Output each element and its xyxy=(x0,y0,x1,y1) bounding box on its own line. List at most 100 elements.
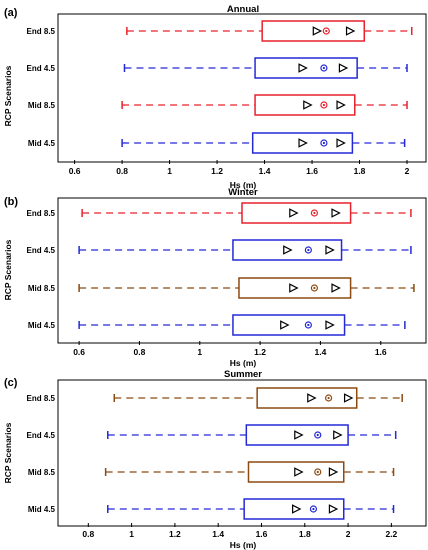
x-tick-label: 1.6 xyxy=(256,529,268,539)
x-tick-label: 1.6 xyxy=(375,347,387,357)
plot-area xyxy=(57,13,427,163)
box-mid-8-5 xyxy=(104,461,395,483)
lower-marker xyxy=(312,26,323,36)
lower-marker xyxy=(283,245,293,255)
box-end-8-5 xyxy=(126,20,413,42)
panel-title: Summer xyxy=(224,369,262,380)
category-label: End 4.5 xyxy=(27,431,56,440)
x-tick-label: 0.8 xyxy=(82,529,94,539)
lower-marker xyxy=(289,283,299,293)
upper-marker xyxy=(333,430,343,440)
median-marker xyxy=(320,139,328,147)
median-dot xyxy=(316,470,319,474)
box-mid-4-5 xyxy=(78,314,406,336)
x-tick-label: 1.8 xyxy=(354,166,366,176)
panel-label: (a) xyxy=(4,7,18,19)
lower-marker xyxy=(292,504,302,514)
x-tick-label: 1.6 xyxy=(306,166,318,176)
median-dot xyxy=(313,211,316,215)
median-marker xyxy=(304,246,312,254)
box-mid-4-5 xyxy=(107,498,395,520)
panel-winter: (b) Winter End 8.5 End 4.5 Mid 8.5 Mid 4… xyxy=(3,187,427,368)
panel-label: (b) xyxy=(4,196,18,208)
x-tick-label: 0.6 xyxy=(69,166,81,176)
x-tick-label: 2 xyxy=(405,166,410,176)
lower-marker xyxy=(307,393,317,403)
panel-title: Annual xyxy=(227,4,259,15)
median-marker xyxy=(309,505,318,513)
box-mid-8-5 xyxy=(121,94,408,116)
box-mid-8-5 xyxy=(78,277,415,299)
upper-marker xyxy=(328,504,339,514)
lower-marker xyxy=(298,138,308,148)
x-axis-label: Hs (m) xyxy=(230,180,257,190)
x-tick-label: 1.2 xyxy=(169,529,181,539)
lower-marker xyxy=(280,320,290,330)
median-dot xyxy=(316,433,319,437)
panel-label: (c) xyxy=(4,377,18,389)
iqr-box xyxy=(247,461,345,483)
median-marker xyxy=(314,468,322,476)
category-label: Mid 4.5 xyxy=(28,139,56,148)
x-tick-label: 2 xyxy=(346,529,351,539)
y-axis-label: RCP Scenarios xyxy=(3,65,13,126)
panel-title: Winter xyxy=(228,187,258,198)
box-marks xyxy=(78,202,415,336)
category-label: Mid 4.5 xyxy=(28,321,56,330)
panel-summer: (c) Summer End 8.5 End 4.5 Mid 8.5 Mid 4… xyxy=(3,369,427,550)
median-dot xyxy=(312,507,315,511)
upper-marker xyxy=(336,138,346,148)
x-ticks: 0.8 1 1.2 1.4 1.6 1.8 2 2.2 xyxy=(82,523,398,539)
median-dot xyxy=(327,396,330,400)
x-ticks: 0.6 0.8 1 1.2 1.4 1.6 1.8 2 xyxy=(69,160,410,176)
iqr-box xyxy=(238,277,352,299)
median-marker xyxy=(310,209,318,217)
category-label: End 8.5 xyxy=(27,394,56,403)
upper-marker xyxy=(325,320,335,330)
x-axis-label: Hs (m) xyxy=(230,540,257,550)
category-labels: End 8.5 End 4.5 Mid 8.5 Mid 4.5 xyxy=(27,27,56,148)
category-label: Mid 8.5 xyxy=(28,284,56,293)
upper-marker xyxy=(343,393,354,403)
box-marks xyxy=(104,387,403,520)
iqr-box xyxy=(256,387,358,409)
x-tick-label: 2.2 xyxy=(385,529,397,539)
lower-marker xyxy=(289,208,299,218)
iqr-box xyxy=(243,498,345,520)
upper-marker xyxy=(325,245,335,255)
median-marker xyxy=(310,284,318,292)
median-marker xyxy=(320,64,328,72)
upper-marker xyxy=(328,467,339,477)
upper-marker xyxy=(331,208,341,218)
lower-marker xyxy=(298,63,308,73)
box-mid-4-5 xyxy=(121,132,406,154)
x-tick-label: 1.4 xyxy=(315,347,327,357)
median-dot xyxy=(313,286,316,290)
box-end-8-5 xyxy=(113,387,403,409)
category-label: End 8.5 xyxy=(27,209,56,218)
category-label: End 4.5 xyxy=(27,64,56,73)
category-label: Mid 8.5 xyxy=(28,468,56,477)
median-marker xyxy=(324,394,333,402)
category-labels: End 8.5 End 4.5 Mid 8.5 Mid 4.5 xyxy=(27,394,56,514)
box-end-4-5 xyxy=(107,424,397,446)
box-marks xyxy=(121,20,413,154)
y-axis-label: RCP Scenarios xyxy=(3,239,13,300)
median-marker xyxy=(304,321,312,329)
upper-marker xyxy=(336,100,346,110)
x-tick-label: 0.6 xyxy=(73,347,85,357)
x-tick-label: 1.4 xyxy=(212,529,224,539)
x-tick-label: 1 xyxy=(167,166,172,176)
x-tick-label: 1 xyxy=(129,529,134,539)
category-label: End 8.5 xyxy=(27,27,56,36)
panel-annual: (a) Annual End 8.5 End 4.5 Mid 8.5 Mid 4… xyxy=(3,4,427,190)
iqr-box xyxy=(245,424,349,446)
x-tick-label: 0.8 xyxy=(134,347,146,357)
upper-marker xyxy=(331,283,341,293)
upper-marker xyxy=(338,63,349,73)
iqr-box xyxy=(251,132,354,154)
lower-marker xyxy=(294,430,304,440)
x-tick-label: 1.2 xyxy=(254,347,266,357)
x-tick-label: 1.8 xyxy=(299,529,311,539)
